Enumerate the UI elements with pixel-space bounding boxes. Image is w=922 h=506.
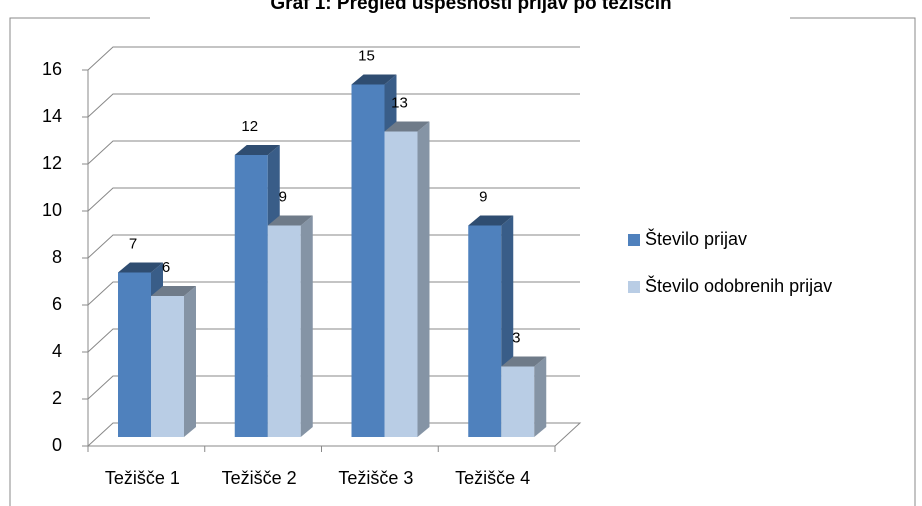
bar (501, 366, 535, 437)
y-tick-label: 8 (52, 247, 62, 267)
data-label: 13 (391, 94, 408, 111)
y-tick-label: 2 (52, 388, 62, 408)
bar (351, 84, 385, 437)
y-tick-label: 6 (52, 294, 62, 314)
x-tick-label: Težišče 3 (338, 468, 413, 488)
legend-swatch (628, 281, 640, 293)
y-tick-label: 14 (42, 106, 62, 126)
y-tick-label: 0 (52, 435, 62, 455)
data-label: 9 (279, 188, 287, 205)
grid-line (87, 140, 580, 165)
data-label: 7 (129, 235, 137, 252)
bar-side (534, 356, 547, 437)
grid-line (87, 93, 580, 118)
bar (118, 272, 151, 437)
x-tick-label: Težišče 4 (455, 468, 530, 488)
bar-top (151, 286, 196, 296)
data-label: 6 (162, 259, 170, 276)
bar (267, 225, 301, 437)
legend-label: Število odobrenih prijav (645, 275, 832, 296)
data-label: 9 (479, 188, 487, 205)
bar-top (234, 145, 280, 155)
y-tick-label: 12 (42, 153, 62, 173)
bar-top (118, 262, 163, 273)
data-label: 15 (358, 47, 375, 64)
grid-line (87, 46, 580, 71)
data-label: 3 (512, 329, 520, 346)
x-tick-label: Težišče 2 (222, 468, 297, 488)
chart-title: Graf 1: Pregled uspešnosti prijav po tež… (270, 0, 671, 14)
bar (384, 131, 418, 437)
bar-top (267, 215, 313, 226)
bar-top (468, 215, 514, 226)
bar-top (384, 121, 430, 132)
bar (234, 155, 268, 437)
legend-label: Število prijav (645, 228, 747, 249)
bar-top (351, 74, 397, 85)
y-tick-label: 10 (42, 200, 62, 220)
y-tick-label: 16 (42, 59, 62, 79)
bar (151, 296, 184, 437)
grid-line (87, 187, 580, 212)
bar-side (184, 286, 196, 437)
bar-side (300, 215, 313, 437)
y-tick-label: 4 (52, 341, 62, 361)
bar-top (501, 356, 547, 367)
bar (468, 225, 502, 437)
title-bg (150, 0, 790, 19)
x-tick-label: Težišče 1 (105, 468, 180, 488)
bar-side (417, 121, 430, 437)
legend-swatch (628, 234, 640, 246)
data-label: 12 (241, 118, 258, 135)
